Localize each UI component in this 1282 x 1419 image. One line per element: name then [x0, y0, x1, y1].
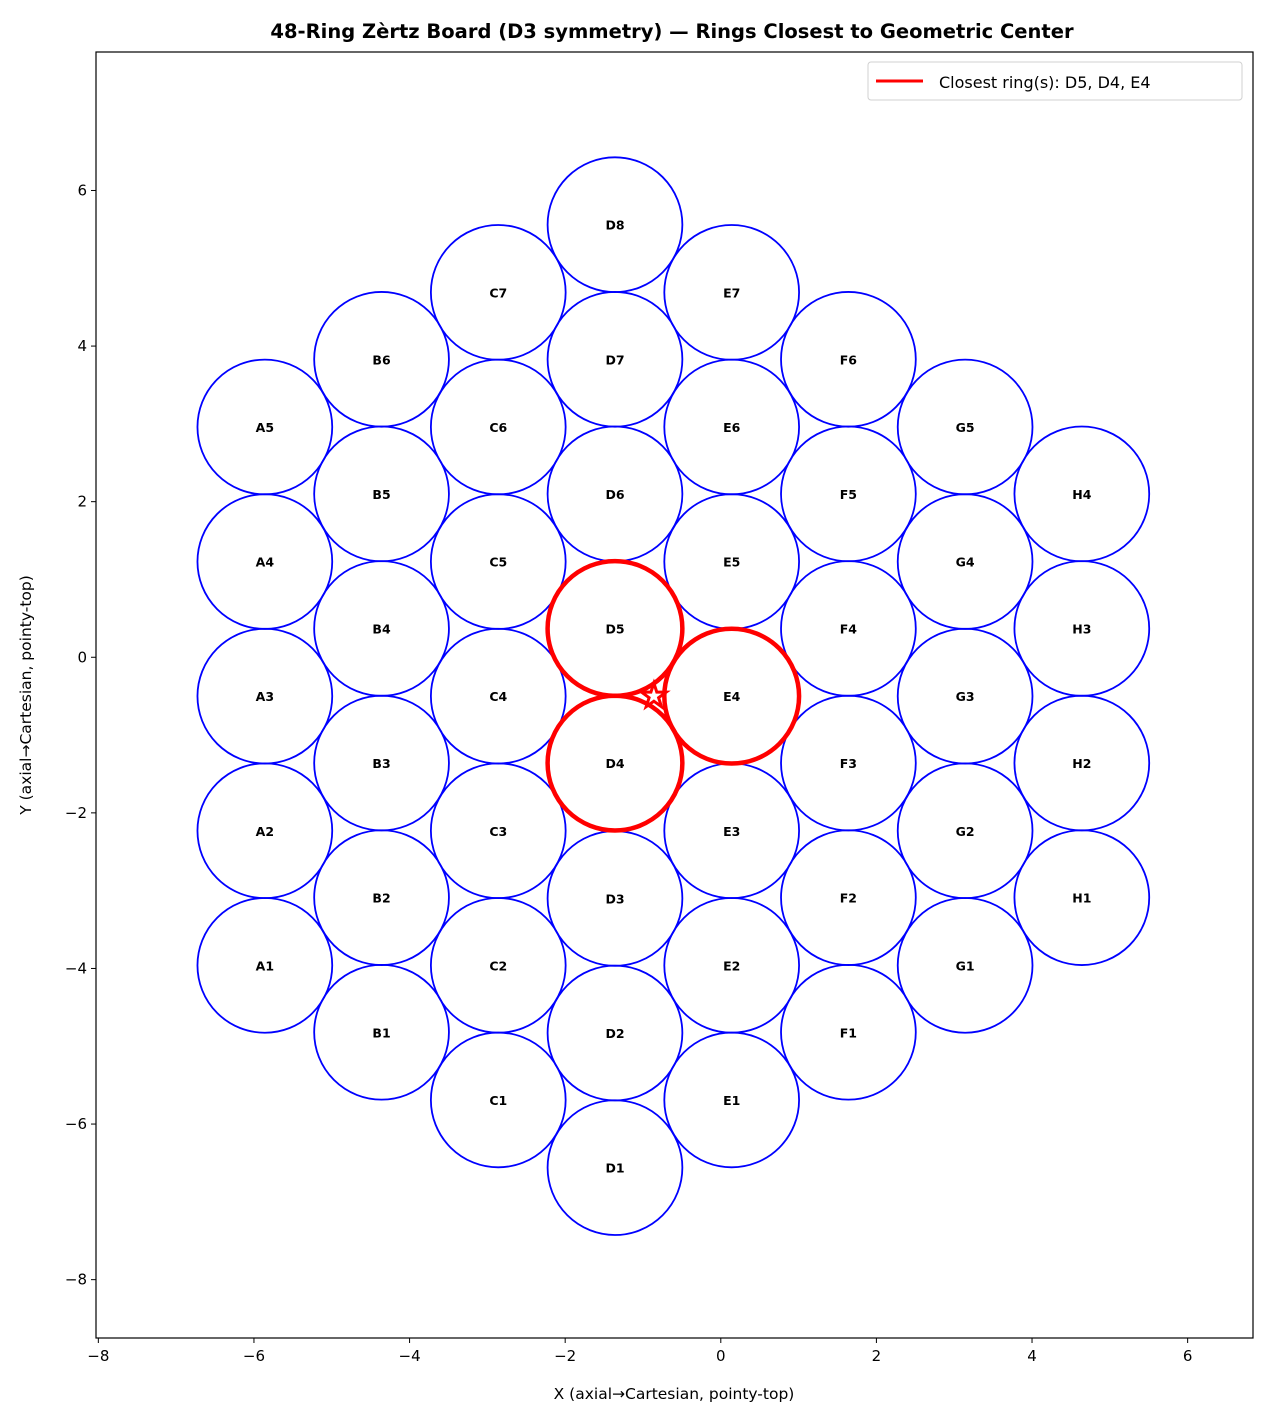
ring-label-A3: A3 — [256, 689, 274, 704]
x-axis-label: X (axial→Cartesian, pointy-top) — [554, 1385, 795, 1403]
ring-label-F2: F2 — [840, 891, 857, 906]
y-tick-label: 0 — [77, 648, 87, 666]
ring-label-F3: F3 — [840, 756, 857, 771]
ring-label-B1: B1 — [372, 1025, 390, 1040]
x-tick-label: −2 — [554, 1347, 576, 1365]
ring-label-D3: D3 — [605, 891, 624, 906]
ring-label-G4: G4 — [956, 555, 975, 570]
legend-entry-closest: Closest ring(s): D5, D4, E4 — [939, 73, 1151, 92]
ring-C7 — [429, 224, 567, 361]
rings-layer — [196, 156, 1151, 1236]
y-tick-label: −6 — [65, 1115, 87, 1133]
y-tick-label: −8 — [65, 1271, 87, 1289]
geometric-center-star-marker — [636, 678, 671, 711]
ring-E7 — [663, 224, 800, 361]
ring-label-H2: H2 — [1072, 756, 1091, 771]
ring-label-C2: C2 — [489, 958, 507, 973]
ring-label-C4: C4 — [489, 689, 507, 704]
x-tick-label: −8 — [87, 1347, 109, 1365]
ring-B6 — [313, 291, 450, 428]
ring-label-B6: B6 — [372, 352, 391, 367]
x-tick-label: 4 — [1027, 1347, 1037, 1365]
ring-label-D7: D7 — [605, 352, 624, 367]
ring-label-D8: D8 — [605, 218, 624, 233]
ring-label-G3: G3 — [956, 689, 975, 704]
ring-labels-layer: A1 A2 A3 A4 A5 B1 B2 B3 B4 B5 B6 C1 C2 C3 C4 C5 C6 C7 D1 D2… — [256, 218, 1092, 1176]
ring-label-D1: D1 — [605, 1161, 624, 1176]
x-tick-label: −6 — [243, 1347, 265, 1365]
axes-frame — [95, 51, 1254, 1339]
ring-label-E7: E7 — [723, 285, 740, 300]
ring-label-G2: G2 — [956, 824, 975, 839]
ring-label-E4: E4 — [723, 689, 741, 704]
ring-label-D4: D4 — [605, 756, 624, 771]
x-tick-label: 6 — [1183, 1347, 1193, 1365]
ring-label-D5: D5 — [605, 621, 624, 636]
y-tick-label: −2 — [65, 804, 87, 822]
chart-title: 48-Ring Zèrtz Board (D3 symmetry) — Ring… — [270, 20, 1074, 43]
ring-label-F6: F6 — [840, 352, 858, 367]
ring-label-B3: B3 — [372, 756, 390, 771]
ring-label-G5: G5 — [956, 420, 975, 435]
ring-label-E1: E1 — [723, 1093, 740, 1108]
ring-label-H1: H1 — [1072, 891, 1091, 906]
ring-label-A5: A5 — [256, 420, 274, 435]
legend: Closest ring(s): D5, D4, E4 — [867, 61, 1243, 101]
ring-label-E2: E2 — [723, 958, 740, 973]
ring-F6 — [780, 291, 917, 428]
ring-label-C6: C6 — [489, 420, 507, 435]
y-tick-label: −4 — [65, 959, 87, 977]
ring-H4 — [1013, 425, 1151, 563]
y-tick-label: 6 — [77, 181, 87, 199]
ring-label-C5: C5 — [489, 555, 507, 570]
y-tick-label: 4 — [77, 337, 87, 355]
ring-label-H4: H4 — [1072, 487, 1091, 502]
ring-D5 — [545, 558, 685, 699]
ring-label-F1: F1 — [840, 1025, 857, 1040]
x-tick-label: −4 — [399, 1347, 421, 1365]
ring-label-E5: E5 — [723, 555, 740, 570]
ring-label-B4: B4 — [372, 621, 391, 636]
ring-label-B5: B5 — [372, 487, 390, 502]
x-tick-label: 2 — [872, 1347, 882, 1365]
ring-label-E6: E6 — [723, 420, 741, 435]
ring-label-E3: E3 — [723, 824, 740, 839]
ring-label-C7: C7 — [489, 285, 507, 300]
ring-E4 — [662, 626, 802, 766]
ring-label-F4: F4 — [840, 621, 858, 636]
ring-A5 — [196, 358, 334, 496]
ring-label-H3: H3 — [1072, 621, 1091, 636]
ring-label-F5: F5 — [840, 487, 857, 502]
ring-label-G1: G1 — [956, 958, 975, 973]
ring-label-C1: C1 — [489, 1093, 507, 1108]
ring-label-C3: C3 — [489, 824, 507, 839]
axis-ticks: −8 −6 −4 −2 0 2 4 6 −8 −6 −4 −2 0 2 4 6 — [65, 181, 1193, 1365]
ring-G5 — [896, 358, 1034, 496]
ring-label-B2: B2 — [372, 891, 390, 906]
ring-label-A2: A2 — [256, 824, 274, 839]
ring-label-D2: D2 — [605, 1026, 624, 1041]
ring-label-A1: A1 — [256, 958, 274, 973]
ring-label-A4: A4 — [256, 555, 275, 570]
ring-label-D6: D6 — [605, 487, 624, 502]
x-tick-label: 0 — [716, 1347, 726, 1365]
y-axis-label: Y (axial→Cartesian, pointy-top) — [17, 575, 35, 816]
y-tick-label: 2 — [77, 493, 87, 511]
ring-D8 — [546, 156, 684, 293]
legend-box — [867, 61, 1243, 101]
